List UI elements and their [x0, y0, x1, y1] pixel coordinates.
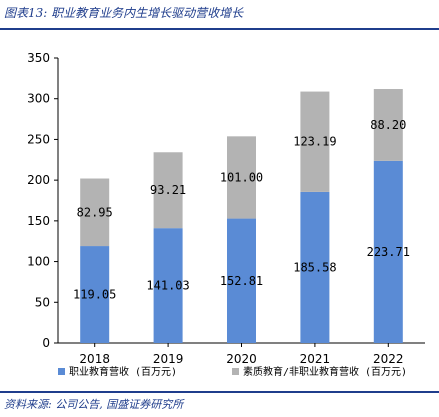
- legend-label: 职业教育营收 (百万元): [69, 365, 177, 378]
- x-tick-label: 2022: [373, 352, 404, 366]
- bar-vocational-2021: [300, 191, 330, 343]
- y-tick-label: 150: [27, 214, 50, 228]
- x-tick-label: 2019: [153, 352, 184, 366]
- data-label: 101.00: [220, 170, 263, 184]
- data-label: 185.58: [293, 260, 336, 274]
- data-label: 141.03: [146, 279, 189, 293]
- y-tick-label: 0: [42, 336, 50, 350]
- chart-title: 图表13: 职业教育业务内生增长驱动营收增长: [4, 6, 244, 20]
- bar-other-2021: [300, 91, 330, 192]
- data-label: 123.19: [293, 135, 336, 149]
- x-tick-label: 2018: [79, 352, 110, 366]
- y-tick-label: 250: [27, 132, 50, 146]
- y-tick-label: 200: [27, 173, 50, 187]
- legend-swatch: [232, 368, 239, 375]
- bar-other-2018: [80, 178, 110, 247]
- data-label: 152.81: [220, 274, 263, 288]
- y-tick-label: 350: [27, 51, 50, 65]
- x-tick-label: 2020: [226, 352, 257, 366]
- data-label: 119.05: [73, 288, 116, 302]
- bar-other-2019: [153, 152, 183, 229]
- data-label: 93.21: [150, 183, 186, 197]
- data-label: 88.20: [370, 118, 406, 132]
- source-divider: [0, 391, 439, 393]
- y-tick-label: 50: [35, 295, 50, 309]
- legend-label: 素质教育/非职业教育营收 (百万元): [243, 365, 407, 378]
- bar-other-2022: [373, 89, 403, 161]
- title-divider: [0, 28, 439, 30]
- bar-vocational-2018: [80, 246, 110, 343]
- data-label: 82.95: [77, 205, 113, 219]
- data-label: 223.71: [367, 245, 410, 259]
- legend-swatch: [58, 368, 65, 375]
- x-tick-label: 2021: [300, 352, 331, 366]
- bar-other-2020: [227, 136, 256, 219]
- bar-vocational-2020: [227, 218, 256, 343]
- bar-vocational-2019: [153, 228, 183, 343]
- y-tick-label: 300: [27, 92, 50, 106]
- bar-vocational-2022: [373, 160, 403, 343]
- y-tick-label: 100: [27, 255, 50, 269]
- source-note: 资料来源: 公司公告, 国盛证券研究所: [4, 398, 184, 411]
